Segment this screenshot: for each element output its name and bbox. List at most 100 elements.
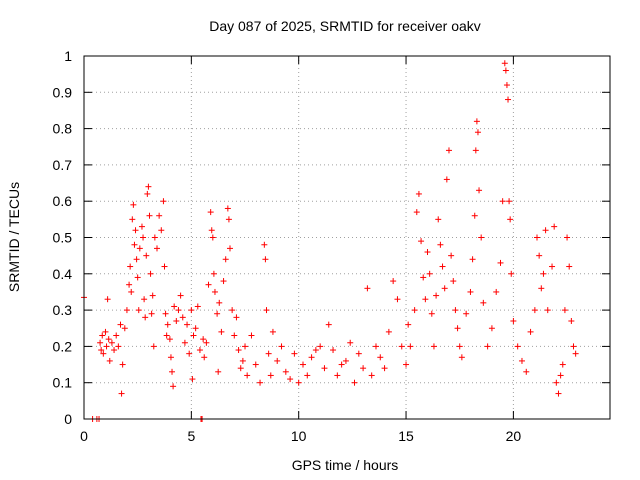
- data-point: [471, 212, 478, 219]
- data-point: [156, 212, 163, 219]
- x-axis-label: GPS time / hours: [292, 457, 399, 473]
- data-point: [488, 325, 495, 332]
- data-point: [542, 227, 549, 234]
- y-tick-label: 0.8: [53, 121, 73, 137]
- data-point: [196, 347, 203, 354]
- data-point: [472, 147, 479, 154]
- data-point: [149, 292, 156, 299]
- grid: [84, 56, 610, 419]
- data-point: [104, 296, 111, 303]
- data-point: [214, 310, 221, 317]
- data-point: [131, 241, 138, 248]
- data-point: [282, 368, 289, 375]
- data-point: [130, 201, 137, 208]
- data-point: [133, 256, 140, 263]
- data-point: [377, 354, 384, 361]
- y-tick-label: 0.4: [53, 266, 73, 282]
- data-point: [278, 343, 285, 350]
- data-point: [557, 372, 564, 379]
- data-point: [186, 350, 193, 357]
- data-point: [501, 60, 508, 67]
- data-point: [205, 281, 212, 288]
- data-point: [184, 321, 191, 328]
- data-point: [415, 190, 422, 197]
- data-point: [269, 328, 276, 335]
- data-point: [201, 354, 208, 361]
- data-point: [441, 285, 448, 292]
- data-point: [209, 234, 216, 241]
- data-point: [456, 343, 463, 350]
- data-point: [194, 303, 201, 310]
- data-point: [478, 234, 485, 241]
- data-point: [418, 238, 425, 245]
- y-tick-label: 0.6: [53, 193, 73, 209]
- data-point: [179, 314, 186, 321]
- data-point: [150, 343, 157, 350]
- data-point: [215, 368, 222, 375]
- data-point: [115, 343, 122, 350]
- data-point: [544, 307, 551, 314]
- data-point: [262, 256, 269, 263]
- data-point: [566, 263, 573, 270]
- data-point: [437, 241, 444, 248]
- data-point: [564, 234, 571, 241]
- data-point: [338, 361, 345, 368]
- data-point: [147, 270, 154, 277]
- data-point: [342, 357, 349, 364]
- chart-title: Day 087 of 2025, SRMTID for receiver oak…: [209, 18, 481, 34]
- data-point: [304, 372, 311, 379]
- data-point: [105, 336, 112, 343]
- data-point: [207, 209, 214, 216]
- data-point: [181, 339, 188, 346]
- data-point: [364, 285, 371, 292]
- data-point: [138, 223, 145, 230]
- data-point: [390, 278, 397, 285]
- data-point: [216, 299, 223, 306]
- data-point: [435, 216, 442, 223]
- data-point: [148, 310, 155, 317]
- data-point: [113, 332, 120, 339]
- data-point: [503, 82, 510, 89]
- data-point: [561, 307, 568, 314]
- data-point: [239, 357, 246, 364]
- data-point: [372, 343, 379, 350]
- data-point: [190, 332, 197, 339]
- data-point: [203, 339, 210, 346]
- data-point: [210, 270, 217, 277]
- data-point: [413, 209, 420, 216]
- data-point: [476, 187, 483, 194]
- data-point: [531, 307, 538, 314]
- data-point: [103, 343, 110, 350]
- data-point: [257, 379, 264, 386]
- data-point: [317, 343, 324, 350]
- data-point: [433, 292, 440, 299]
- data-point: [225, 216, 232, 223]
- data-point: [274, 357, 281, 364]
- data-point: [160, 198, 167, 205]
- data-point: [164, 321, 171, 328]
- data-point: [140, 234, 147, 241]
- data-point: [394, 296, 401, 303]
- data-point: [452, 307, 459, 314]
- y-tick-label: 0.5: [53, 230, 73, 246]
- data-point: [347, 339, 354, 346]
- data-point: [208, 227, 215, 234]
- data-point: [493, 288, 500, 295]
- data-point: [231, 332, 238, 339]
- data-point: [108, 339, 115, 346]
- data-point: [192, 325, 199, 332]
- x-tick-label: 10: [291, 428, 307, 444]
- data-point: [502, 67, 509, 74]
- y-tick-label: 0.3: [53, 302, 73, 318]
- data-point: [430, 343, 437, 350]
- x-tick-label: 20: [506, 428, 522, 444]
- data-point: [454, 325, 461, 332]
- data-point: [424, 249, 431, 256]
- data-point: [463, 310, 470, 317]
- data-point: [170, 383, 177, 390]
- data-point: [570, 343, 577, 350]
- y-tick-label: 0: [64, 411, 72, 427]
- data-point: [229, 307, 236, 314]
- x-tick-label: 15: [398, 428, 414, 444]
- y-tick-label: 0.1: [53, 375, 73, 391]
